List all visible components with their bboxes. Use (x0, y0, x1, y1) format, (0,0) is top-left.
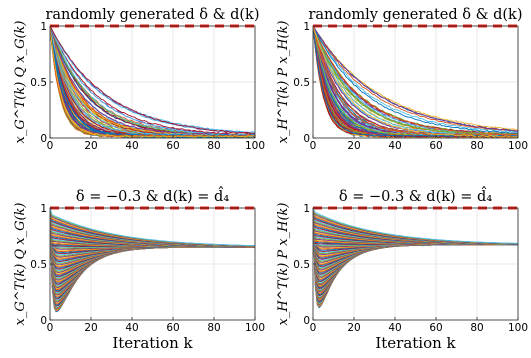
y-tick-label: 1 (303, 21, 310, 33)
y-axis-label: x_G^T(k) Q x_G(k) (13, 21, 28, 144)
x-tick-label: 20 (347, 322, 360, 334)
x-tick-label: 100 (508, 140, 528, 152)
chart-panel-3: 0 20 40 60 80 100 0 0.5 1 δ = −0.3 & d(k) = d̂₄ x_… (13, 186, 265, 352)
y-tick-label: 1 (40, 21, 47, 33)
x-tick-label: 40 (125, 322, 138, 334)
x-tick-label: 0 (47, 322, 54, 334)
x-tick-label: 40 (388, 322, 401, 334)
trajectory-line (313, 25, 518, 136)
y-tick-label: 0 (40, 133, 47, 145)
x-tick-label: 80 (207, 140, 220, 152)
chart-title: δ = −0.3 & d(k) = d̂₄ (76, 186, 229, 205)
trajectory-line (50, 26, 255, 134)
x-tick-label: 100 (508, 322, 528, 334)
y-tick-label: 0.5 (30, 259, 47, 271)
chart-title: δ = −0.3 & d(k) = d̂₄ (339, 186, 492, 205)
x-tick-label: 100 (245, 322, 265, 334)
x-tick-label: 0 (310, 322, 317, 334)
chart-panel-4: 0 20 40 60 80 100 0 0.5 1 δ = −0.3 & d(k) = d̂₄ x_… (276, 186, 528, 352)
x-axis-label: Iteration k (375, 334, 456, 352)
x-tick-label: 80 (470, 322, 483, 334)
x-tick-label: 80 (470, 140, 483, 152)
y-tick-label: 0.5 (293, 259, 310, 271)
x-tick-label: 20 (84, 322, 97, 334)
trajectory-line (50, 25, 255, 137)
y-tick-label: 0 (303, 315, 310, 327)
trajectory-line (50, 207, 255, 247)
x-tick-label: 60 (166, 140, 179, 152)
y-axis-label: x_G^T(k) Q x_G(k) (13, 203, 28, 326)
trajectory-line (313, 25, 518, 132)
trajectory-line (313, 25, 518, 136)
x-tick-label: 20 (84, 140, 97, 152)
y-tick-label: 0.5 (293, 77, 310, 89)
x-tick-label: 100 (245, 140, 265, 152)
x-tick-label: 80 (207, 322, 220, 334)
trajectory-line (50, 25, 255, 135)
trajectory-line (313, 26, 518, 138)
y-tick-label: 1 (303, 203, 310, 215)
trajectory-line (50, 25, 255, 138)
trajectories (313, 207, 518, 309)
trajectory-line (313, 25, 518, 132)
trajectory-line (50, 26, 255, 136)
x-tick-label: 20 (347, 140, 360, 152)
x-tick-label: 60 (166, 322, 179, 334)
y-tick-label: 0.5 (30, 77, 47, 89)
y-tick-label: 1 (40, 203, 47, 215)
y-tick-label: 0 (40, 315, 47, 327)
trajectory-line (313, 207, 518, 244)
trajectory-line (313, 25, 518, 134)
trajectories (50, 207, 255, 313)
trajectory-line (313, 25, 518, 133)
x-tick-label: 40 (125, 140, 138, 152)
x-axis-label: Iteration k (112, 334, 193, 352)
x-tick-label: 60 (429, 140, 442, 152)
y-axis-label: x_H^T(k) P x_H(k) (276, 203, 291, 326)
trajectories (50, 25, 255, 138)
y-tick-label: 0 (303, 133, 310, 145)
x-tick-label: 0 (310, 140, 317, 152)
chart-title: randomly generated δ & d(k) (308, 7, 522, 23)
chart-title: randomly generated δ & d(k) (45, 7, 259, 23)
x-tick-label: 60 (429, 322, 442, 334)
trajectories (313, 25, 518, 138)
y-axis-label: x_H^T(k) P x_H(k) (276, 21, 291, 144)
x-tick-label: 40 (388, 140, 401, 152)
trajectory-line (313, 26, 518, 136)
x-tick-label: 0 (47, 140, 54, 152)
